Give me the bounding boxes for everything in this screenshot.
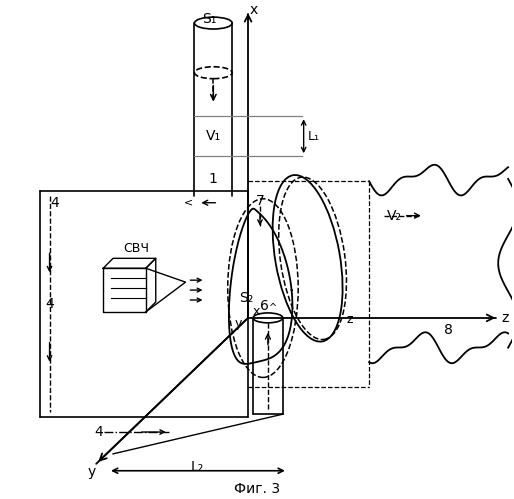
Text: x: x: [250, 3, 259, 17]
Text: L₁: L₁: [307, 130, 320, 143]
Text: S₁: S₁: [202, 12, 216, 26]
Text: V₂: V₂: [387, 209, 401, 223]
Text: 1: 1: [209, 172, 218, 186]
Text: 7: 7: [255, 194, 264, 208]
Text: 6: 6: [260, 299, 268, 313]
Text: y: y: [234, 317, 242, 330]
Text: СВЧ: СВЧ: [123, 242, 149, 255]
Text: z: z: [346, 313, 353, 326]
Text: x: x: [252, 305, 260, 318]
Text: <: <: [184, 198, 193, 208]
Text: S₂: S₂: [239, 291, 253, 305]
Text: ^: ^: [269, 303, 277, 313]
Text: 8: 8: [444, 323, 453, 337]
Text: 4: 4: [45, 297, 54, 311]
Text: y: y: [87, 465, 96, 479]
Text: 4: 4: [95, 425, 103, 439]
Text: 4: 4: [50, 196, 59, 210]
Text: z: z: [501, 311, 508, 325]
Text: V₁: V₁: [206, 129, 221, 143]
Text: Фиг. 3: Фиг. 3: [234, 482, 280, 496]
Text: L₂: L₂: [191, 460, 204, 474]
